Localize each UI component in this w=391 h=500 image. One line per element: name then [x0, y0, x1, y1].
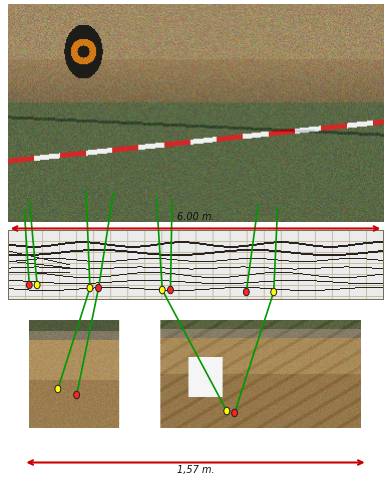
Circle shape	[224, 407, 230, 415]
Text: 1,57 m.: 1,57 m.	[177, 465, 214, 475]
Circle shape	[243, 288, 249, 296]
Circle shape	[95, 284, 102, 292]
Circle shape	[55, 385, 61, 393]
Circle shape	[168, 286, 174, 294]
Circle shape	[87, 284, 93, 292]
Circle shape	[160, 286, 165, 294]
Circle shape	[271, 288, 277, 296]
Circle shape	[34, 281, 40, 289]
Text: 6.00 m.: 6.00 m.	[177, 212, 214, 222]
Circle shape	[231, 409, 238, 417]
Circle shape	[74, 391, 80, 399]
Circle shape	[27, 281, 32, 289]
